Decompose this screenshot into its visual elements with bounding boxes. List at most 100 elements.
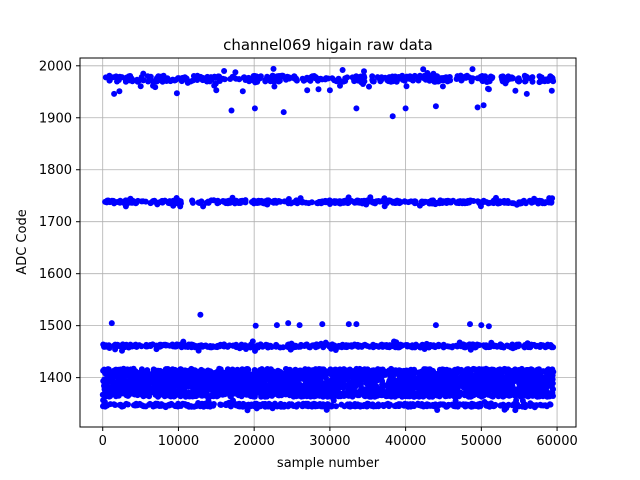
data-point: [303, 199, 309, 206]
data-point: [150, 82, 156, 89]
data-point: [188, 344, 195, 351]
outlier-point: [432, 103, 439, 110]
data-point: [257, 367, 263, 373]
data-point: [328, 345, 335, 352]
data-point: [320, 366, 327, 373]
data-point: [106, 393, 113, 400]
data-point: [195, 376, 202, 383]
data-point: [114, 341, 121, 348]
data-point: [420, 402, 427, 409]
data-point: [300, 388, 307, 395]
data-point: [208, 371, 215, 378]
data-point: [524, 372, 531, 379]
data-point: [121, 198, 128, 205]
data-point: [345, 194, 352, 201]
data-point: [106, 375, 113, 382]
data-point: [132, 384, 139, 391]
data-point: [494, 391, 501, 398]
data-point: [441, 388, 448, 395]
data-point: [217, 401, 224, 408]
data-point: [340, 78, 347, 85]
data-point: [162, 404, 169, 411]
data-point: [180, 384, 187, 391]
data-point: [401, 400, 408, 407]
data-point: [189, 199, 196, 206]
data-point: [522, 78, 528, 85]
data-point: [286, 392, 293, 399]
data-point: [549, 76, 556, 83]
data-point: [196, 370, 203, 377]
data-point: [527, 400, 534, 407]
data-point: [457, 374, 464, 381]
outlier-point: [213, 87, 220, 94]
data-point: [259, 343, 266, 350]
data-point: [495, 385, 502, 392]
data-point: [107, 368, 114, 375]
data-point: [275, 368, 282, 375]
data-point: [462, 372, 468, 379]
data-point: [195, 389, 202, 396]
data-point: [276, 77, 283, 84]
data-point: [377, 392, 384, 399]
data-point: [405, 390, 412, 397]
data-point: [204, 78, 210, 85]
data-point: [275, 388, 282, 395]
data-point: [107, 401, 114, 408]
data-point: [102, 74, 109, 81]
data-point: [367, 194, 374, 201]
outlier-point: [478, 322, 485, 329]
data-point: [469, 385, 476, 392]
outlier-point: [173, 90, 180, 97]
data-point: [232, 69, 239, 76]
data-point: [270, 65, 277, 72]
data-point: [361, 341, 368, 348]
data-point: [121, 367, 127, 374]
data-point: [251, 371, 258, 378]
data-point: [243, 346, 249, 352]
x-tick-label: 60000: [536, 434, 577, 449]
data-point: [257, 403, 264, 409]
outlier-point: [315, 86, 322, 93]
y-tick-label: 1900: [39, 111, 72, 126]
outlier-point: [485, 86, 492, 93]
outlier-point: [296, 322, 303, 329]
data-point: [281, 401, 288, 408]
data-point: [392, 387, 399, 394]
data-point: [477, 203, 484, 210]
outlier-point: [523, 90, 530, 97]
data-point: [317, 388, 323, 394]
data-point: [285, 196, 292, 202]
data-point: [252, 347, 258, 354]
data-point: [337, 82, 343, 89]
data-point: [211, 82, 218, 89]
data-point: [439, 83, 446, 90]
data-point: [543, 369, 550, 376]
data-point: [527, 75, 534, 82]
data-point: [138, 343, 145, 350]
data-point: [329, 392, 336, 399]
data-point: [420, 66, 427, 73]
data-point: [512, 407, 519, 414]
data-point: [205, 199, 212, 206]
data-point: [295, 401, 302, 408]
data-point: [102, 403, 109, 410]
data-point: [506, 390, 513, 397]
data-point: [185, 375, 192, 382]
data-point: [243, 402, 250, 409]
data-point: [300, 400, 307, 407]
data-point: [273, 343, 280, 350]
data-point: [242, 368, 249, 374]
data-point: [216, 365, 223, 372]
data-point: [422, 384, 429, 391]
data-point: [397, 343, 404, 350]
data-point: [444, 403, 450, 410]
outlier-point: [345, 321, 352, 328]
data-point: [260, 390, 267, 397]
outlier-point: [485, 323, 492, 330]
data-point: [305, 379, 312, 386]
data-point: [350, 382, 357, 388]
data-point: [430, 369, 437, 376]
data-point: [308, 199, 315, 206]
data-point: [200, 203, 207, 210]
data-point: [393, 367, 400, 374]
